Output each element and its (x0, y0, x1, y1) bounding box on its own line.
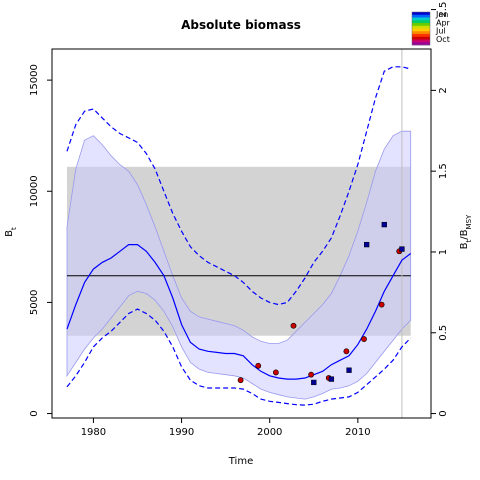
y2-tick-label: 0.5 (438, 325, 449, 341)
legend-swatch (412, 42, 430, 46)
legend-swatch (412, 14, 430, 18)
legend-swatch (412, 23, 430, 27)
obs-point-square (364, 241, 370, 248)
y-tick-label: 15000 (29, 64, 40, 96)
legend-label: Oct (436, 35, 450, 44)
x-tick-label: 2010 (345, 427, 370, 438)
legend-label: Jan (435, 10, 448, 19)
legend-swatch (412, 39, 430, 43)
y2-axis-title: Bt/BMSY (459, 214, 473, 249)
x-axis-title: Time (228, 456, 253, 467)
obs-point-circle (237, 377, 244, 384)
obs-point-square (399, 246, 405, 252)
legend-swatch (412, 12, 430, 16)
y2-tick-label: 2 (438, 87, 449, 93)
obs-point-square (346, 367, 352, 373)
y-axis-right: 0 0.5 1 1.5 2 2.5 (431, 2, 449, 417)
obs-point-circle (255, 362, 262, 369)
plot-frame (51, 48, 432, 419)
ci-lower-line (66, 308, 412, 406)
obs-point-circle (343, 348, 350, 355)
x-tick-label: 1980 (81, 427, 106, 438)
y2-tick-label: 0 (438, 410, 449, 416)
x-axis: 1980 1990 2000 2010 (81, 418, 371, 438)
y-tick-label: 5000 (29, 290, 40, 315)
obs-point-circle (272, 369, 279, 376)
y-tick-label: 10000 (29, 175, 40, 207)
y-tick-label: 0 (29, 410, 40, 416)
x-tick-label: 2000 (257, 427, 282, 438)
obs-point-circle (378, 301, 385, 308)
y2-tick-label: 1.5 (438, 163, 449, 179)
y-axis-title: Bt (4, 227, 18, 237)
y2-tick-label: 1 (438, 249, 449, 255)
x-tick-label: 1990 (169, 427, 194, 438)
obs-point-square (381, 221, 387, 228)
obs-point-circle (290, 322, 297, 329)
estimate-line (66, 244, 412, 380)
legend-swatch (412, 31, 430, 35)
legend-label: Jul (435, 27, 446, 36)
obs-point-circle (308, 371, 315, 378)
legend-frame (411, 11, 431, 46)
legend-swatch (412, 34, 430, 38)
legend-label: Apr (436, 18, 451, 27)
legend-swatch (412, 25, 430, 29)
legend-swatch (412, 17, 430, 21)
obs-point-square (311, 379, 317, 386)
y2-tick-label: 2.5 (438, 2, 449, 18)
ci-upper-line (66, 66, 411, 306)
obs-point-square (328, 376, 335, 382)
legend-swatch (412, 36, 430, 40)
legend-swatch (412, 28, 430, 32)
obs-point-circle (361, 336, 367, 342)
y-axis-left: 0 5000 10000 15000 (29, 64, 52, 417)
legend-swatch (412, 20, 430, 24)
plot-area (66, 49, 412, 418)
chart-title: Absolute biomass (181, 18, 301, 32)
uncertainty-band (66, 130, 412, 400)
